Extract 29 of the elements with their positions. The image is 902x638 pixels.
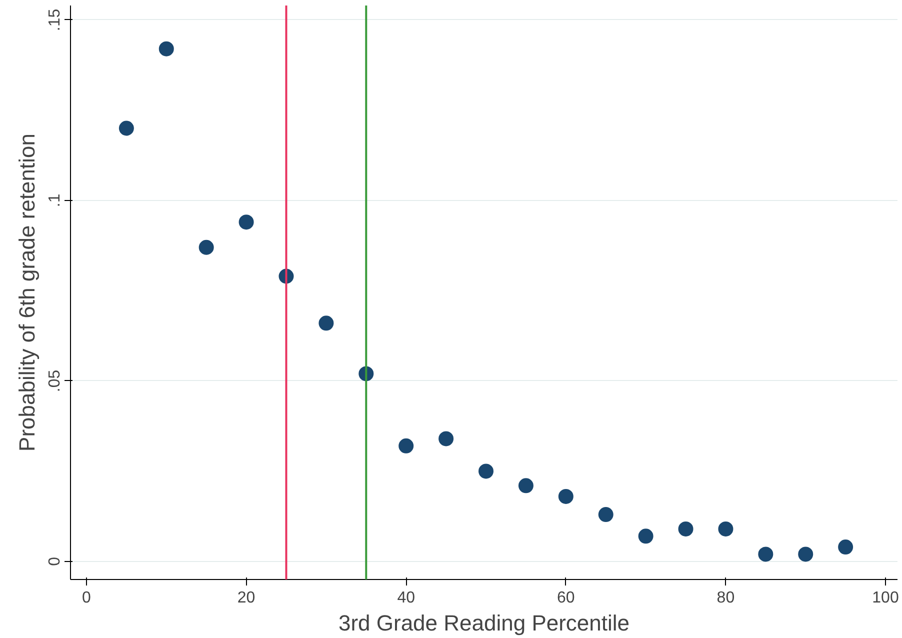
point: [198, 240, 214, 255]
point: [598, 507, 614, 522]
x-tick-label: 100: [872, 590, 899, 606]
y-tick-label: 0: [46, 556, 64, 566]
y-tick-label: .05: [46, 370, 64, 392]
point: [398, 438, 414, 454]
point: [518, 478, 534, 494]
point: [838, 540, 854, 554]
x-axis-title: 3rd Grade Reading Percentile: [338, 610, 630, 636]
point: [158, 41, 174, 56]
point: [118, 120, 134, 136]
point: [798, 546, 814, 562]
x-tick-label: 80: [716, 590, 735, 606]
point: [718, 521, 734, 536]
x-tick-label: 60: [557, 590, 575, 606]
point: [318, 316, 334, 331]
point: [558, 488, 574, 504]
point: [438, 431, 454, 446]
point: [238, 214, 254, 230]
x-tick-label: 0: [82, 590, 92, 606]
x-tick-label: 20: [237, 590, 256, 606]
point: [638, 528, 654, 544]
y-axis-title: Probability of 6th grade retention: [14, 134, 40, 452]
point: [678, 521, 694, 536]
point: [478, 464, 494, 479]
point: [758, 546, 774, 562]
y-tick-label: .15: [46, 8, 64, 32]
y-tick-label: .1: [46, 194, 64, 208]
x-tick-label: 40: [397, 590, 416, 606]
